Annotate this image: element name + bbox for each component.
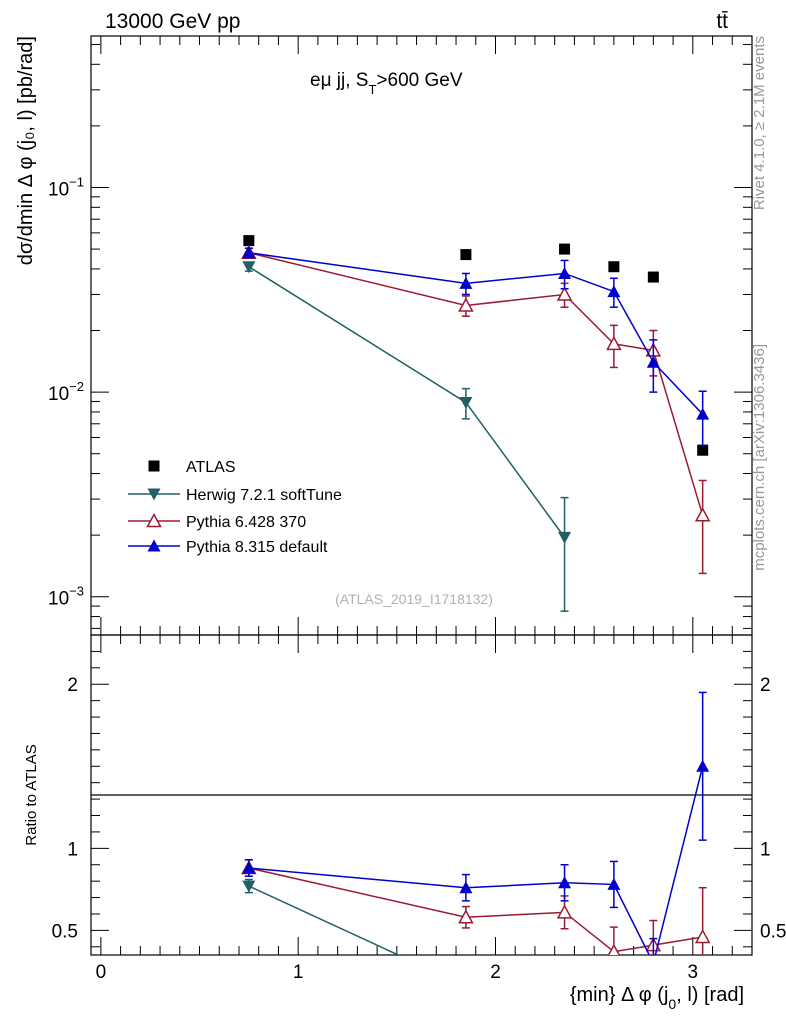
ratio-y-tick-label-right: 0.5 bbox=[760, 921, 786, 942]
ratio-y-tick-label-left: 0.5 bbox=[52, 921, 78, 942]
legend-item: Pythia 6.428 370 bbox=[128, 512, 306, 531]
x-axis-label-subscript: 0 bbox=[668, 996, 676, 1012]
data-point-triangle-up bbox=[147, 539, 161, 552]
rivet-label: Rivet 4.1.0, ≥ 2.1M events bbox=[751, 36, 768, 210]
ratio-y-tick-label-left: 2 bbox=[67, 675, 78, 696]
ratio-series bbox=[241, 691, 711, 955]
legend: ATLAS Herwig 7.2.1 softTune Pythia 6.428 3… bbox=[128, 459, 342, 556]
x-axis-label: {min} Δ φ (j0, l) [rad] bbox=[570, 984, 744, 1012]
main-y-tick-base: 10 bbox=[48, 384, 69, 405]
main-title-text: eμ jj, S bbox=[310, 70, 368, 91]
main-series bbox=[241, 235, 711, 612]
data-point-triangle-up bbox=[696, 759, 710, 772]
x-tick-label: 1 bbox=[293, 962, 304, 983]
data-point-triangle-up bbox=[242, 861, 256, 874]
data-point-triangle-open bbox=[694, 507, 711, 522]
x-axis-label-text: {min} Δ φ (j bbox=[570, 984, 669, 1006]
data-point-triangle-open bbox=[458, 909, 474, 924]
main-y-tick-label: 10−3 bbox=[48, 584, 84, 610]
series-pythia-8-315-default bbox=[242, 246, 710, 446]
data-point-triangle-open bbox=[458, 297, 474, 312]
main-y-tick-base: 10 bbox=[48, 179, 69, 200]
ratio-series-pythia-8-315-default bbox=[242, 691, 710, 955]
ratio-y-axis-label: Ratio to ATLAS bbox=[23, 744, 40, 845]
main-title: eμ jj, ST>600 GeV bbox=[310, 70, 463, 97]
data-point-triangle-down bbox=[459, 396, 473, 409]
series-herwig-7-2-1-softtune bbox=[242, 261, 572, 612]
data-point-triangle-down bbox=[147, 488, 161, 501]
data-point-square bbox=[148, 460, 160, 472]
ratio-series-pythia-6-428-370 bbox=[241, 859, 711, 955]
data-point-square bbox=[460, 249, 472, 261]
ratio-series-herwig-7-2-1-softtune bbox=[242, 878, 401, 955]
data-point-triangle-open bbox=[607, 943, 621, 955]
main-y-tick-label: 10−1 bbox=[48, 174, 84, 200]
mcplots-label: mcplots.cern.ch [arXiv:1306.3436] bbox=[751, 344, 768, 571]
data-point-triangle-open bbox=[556, 904, 573, 919]
main-title-tail: >600 GeV bbox=[376, 70, 462, 91]
ratio-series-line bbox=[248, 867, 703, 953]
main-title-subscript: T bbox=[368, 82, 376, 97]
data-point-triangle-up bbox=[459, 276, 473, 289]
main-y-axis-label: dσ/dmin Δ φ (j₀, l) [pb/rad] bbox=[15, 36, 37, 265]
data-point-triangle-up bbox=[459, 881, 473, 894]
data-point-square bbox=[243, 235, 255, 247]
main-y-tick-label: 10−2 bbox=[48, 379, 84, 405]
data-point-square bbox=[697, 444, 709, 456]
data-point-triangle-up bbox=[607, 285, 621, 298]
legend-label: Pythia 8.315 default bbox=[186, 539, 328, 556]
data-point-triangle-open bbox=[694, 928, 711, 944]
data-point-triangle-open bbox=[146, 512, 162, 528]
ratio-y-tick-label-right: 2 bbox=[760, 675, 771, 696]
series-line bbox=[248, 251, 704, 516]
series-pythia-6-428-370 bbox=[241, 244, 711, 575]
main-ticks: 10−110−210−3 bbox=[48, 36, 752, 635]
ratio-y-tick-label-right: 1 bbox=[760, 839, 771, 860]
data-point-square bbox=[647, 271, 659, 283]
legend-label: Pythia 6.428 370 bbox=[186, 514, 306, 531]
x-tick-label: 2 bbox=[490, 962, 501, 983]
series-line bbox=[248, 251, 704, 415]
main-panel: 10−110−210−3 eμ jj, ST>600 GeV dσ/dmin Δ… bbox=[15, 35, 753, 636]
data-point-triangle-open bbox=[556, 286, 573, 301]
watermark: (ATLAS_2019_I1718132) bbox=[335, 591, 493, 607]
legend-item: Pythia 8.315 default bbox=[128, 539, 328, 556]
ratio-y-tick-label-left: 1 bbox=[67, 839, 78, 860]
data-point-triangle-down bbox=[558, 531, 572, 544]
header-right: tt̄ bbox=[716, 10, 728, 33]
data-point-square bbox=[608, 261, 620, 273]
data-point-triangle-down bbox=[242, 261, 256, 274]
data-point-triangle-open bbox=[606, 335, 622, 351]
data-point-triangle-up bbox=[607, 877, 621, 890]
x-axis-label-tail: , l) [rad] bbox=[676, 984, 744, 1006]
ratio-series-line bbox=[248, 766, 704, 955]
data-point-triangle-up bbox=[242, 246, 256, 259]
legend-label: Herwig 7.2.1 softTune bbox=[186, 487, 342, 504]
ratio-ticks: 0.5 0.5 1 1 2 2 0 1 2 3 bbox=[52, 634, 786, 983]
legend-item: Herwig 7.2.1 softTune bbox=[128, 487, 342, 504]
legend-item: ATLAS bbox=[148, 459, 236, 476]
main-y-tick-exponent: −1 bbox=[69, 174, 84, 189]
x-tick-label: 3 bbox=[688, 962, 699, 983]
data-point-triangle-down bbox=[242, 880, 256, 893]
main-y-tick-base: 10 bbox=[48, 589, 69, 610]
main-y-tick-exponent: −3 bbox=[69, 584, 84, 599]
data-point-triangle-up bbox=[558, 876, 572, 889]
data-point-triangle-up bbox=[646, 355, 660, 368]
header-left: 13000 GeV pp bbox=[105, 10, 240, 33]
main-y-tick-exponent: −2 bbox=[69, 379, 84, 394]
ratio-panel: 0.5 0.5 1 1 2 2 0 1 2 3 Ratio to ATLAS {min} Δ φ … bbox=[23, 634, 786, 1012]
x-tick-label: 0 bbox=[96, 962, 107, 983]
data-point-square bbox=[559, 243, 571, 255]
data-point-triangle-up bbox=[558, 266, 572, 279]
data-point-triangle-up bbox=[696, 407, 710, 420]
legend-label: ATLAS bbox=[186, 459, 236, 476]
series-atlas bbox=[243, 235, 709, 456]
ratio-series-line bbox=[248, 885, 401, 955]
